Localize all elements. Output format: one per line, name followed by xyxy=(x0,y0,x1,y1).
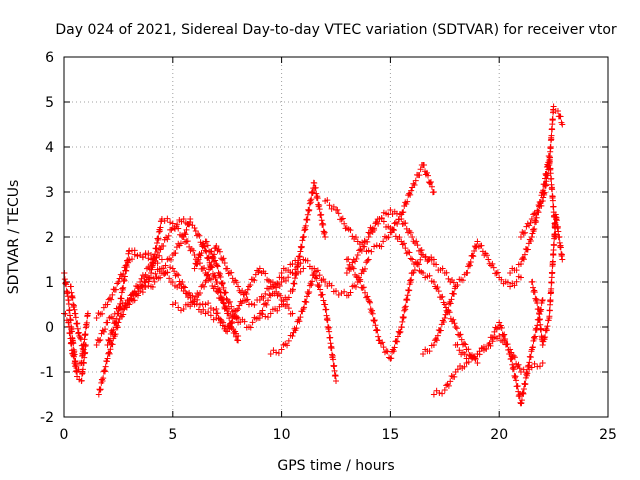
point-markers xyxy=(267,270,339,384)
point-markers xyxy=(67,283,87,353)
point-markers xyxy=(420,238,524,357)
point-markers xyxy=(452,297,546,407)
y-tick-label: 2 xyxy=(45,230,54,246)
y-tick-label: 0 xyxy=(45,320,54,336)
series-arc-16 xyxy=(322,161,437,255)
data-points xyxy=(61,103,566,407)
x-tick-label: 25 xyxy=(599,427,617,443)
y-tick-label: 3 xyxy=(45,185,54,201)
point-markers xyxy=(517,103,566,240)
series-arc-17 xyxy=(343,207,459,290)
x-axis-label: GPS time / hours xyxy=(277,458,394,474)
point-markers xyxy=(169,243,285,314)
point-markers xyxy=(278,256,372,299)
point-markers xyxy=(365,215,481,366)
series-arc-13 xyxy=(267,270,339,384)
point-markers xyxy=(213,265,296,335)
y-axis-label: SDTVAR / TECUs xyxy=(6,180,22,295)
x-tick-label: 15 xyxy=(381,427,399,443)
chart-title: Day 024 of 2021, Sidereal Day-to-day VTE… xyxy=(55,22,617,38)
series-arc-3 xyxy=(67,283,87,353)
series-arc-15 xyxy=(278,256,372,299)
series-arc-25 xyxy=(528,211,566,348)
y-tick-label: -1 xyxy=(40,365,54,381)
point-markers xyxy=(528,211,566,348)
y-tick-label: 4 xyxy=(45,140,54,156)
plot-frame xyxy=(63,56,609,418)
tick-labels: 0 5 10 15 20 25 -2 -1 0 1 2 3 4 5 6 xyxy=(40,50,617,443)
series-arc-24 xyxy=(517,103,566,240)
x-tick-label: 10 xyxy=(273,427,291,443)
x-tick-label: 20 xyxy=(490,427,508,443)
y-tick-label: 1 xyxy=(45,275,54,291)
grid-lines xyxy=(64,57,608,417)
series-arc-20 xyxy=(420,238,524,357)
series-arc-10 xyxy=(169,243,285,314)
x-tick-label: 0 xyxy=(60,427,69,443)
y-tick-label: 5 xyxy=(45,95,54,111)
x-tick-label: 5 xyxy=(168,427,177,443)
point-markers xyxy=(322,161,437,255)
series-arc-11 xyxy=(191,238,307,331)
series-arc-22 xyxy=(452,297,546,407)
y-tick-label: -2 xyxy=(40,410,54,426)
series-arc-12 xyxy=(213,265,296,335)
y-tick-label: 6 xyxy=(45,50,54,66)
point-markers xyxy=(191,238,307,331)
series-arc-19 xyxy=(365,215,481,366)
point-markers xyxy=(343,207,459,290)
